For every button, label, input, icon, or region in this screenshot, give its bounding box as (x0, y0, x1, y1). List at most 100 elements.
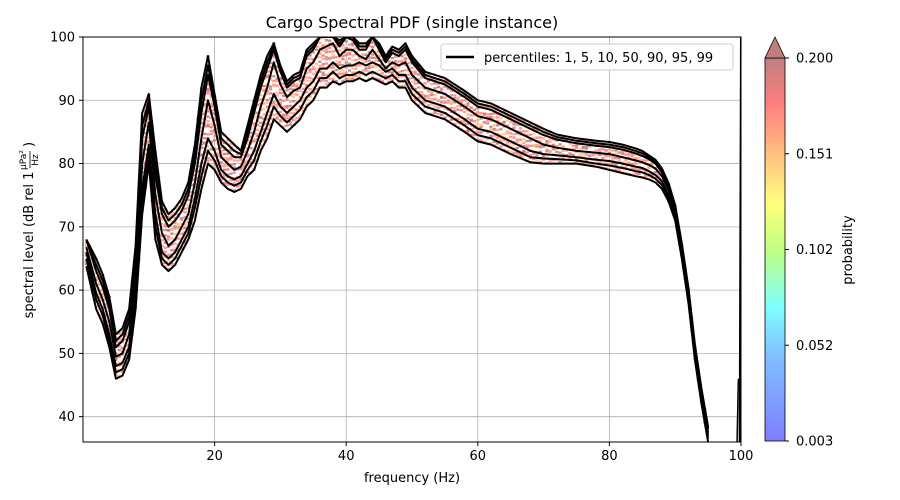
pdf-cell (232, 166, 236, 169)
pdf-cell (206, 89, 210, 93)
pdf-cell (272, 79, 276, 83)
pdf-cell (338, 49, 342, 52)
pdf-cell (443, 107, 447, 110)
pdf-cell (361, 70, 365, 73)
pdf-cell (328, 50, 332, 54)
pdf-cell (268, 123, 273, 126)
pdf-cell (117, 338, 121, 341)
pdf-cell (397, 60, 401, 63)
pdf-cell (476, 113, 480, 116)
pdf-cell (643, 174, 648, 178)
pdf-cell (272, 53, 276, 57)
pdf-cell (574, 144, 579, 147)
pdf-cell (384, 65, 388, 68)
pdf-cell (180, 216, 184, 220)
pdf-cell (558, 160, 562, 164)
pdf-cell (282, 113, 286, 117)
pdf-cell (472, 120, 477, 123)
pdf-cell (367, 66, 371, 69)
pdf-cell (571, 144, 575, 148)
pdf-cell (347, 51, 352, 55)
pdf-cell (440, 113, 444, 117)
pdf-cell (199, 183, 204, 186)
pdf-cell (206, 125, 210, 128)
pdf-cell (495, 106, 500, 109)
pdf-cell (630, 162, 635, 166)
pdf-cell (291, 88, 296, 91)
pdf-cell (268, 85, 273, 88)
pdf-cell (518, 130, 523, 134)
y-tick-label: 80 (58, 157, 75, 172)
pdf-cell (440, 101, 444, 104)
pdf-cell (213, 112, 217, 115)
pdf-cell (318, 80, 322, 83)
pdf-cell (180, 227, 184, 231)
pdf-cell (607, 148, 611, 151)
chart-title: Cargo Spectral PDF (single instance) (266, 13, 558, 32)
pdf-cell (518, 152, 523, 156)
pdf-cell (459, 120, 463, 123)
pdf-cell (186, 234, 190, 237)
pdf-cell (584, 145, 588, 149)
pdf-cell (512, 114, 516, 118)
pdf-cell (436, 99, 440, 102)
pdf-cell (479, 117, 483, 120)
pdf-cell (321, 62, 325, 66)
pdf-cell (377, 54, 381, 57)
pdf-cell (344, 40, 348, 43)
pdf-cell (440, 95, 444, 99)
pdf-cell (361, 58, 365, 62)
pdf-cell (538, 160, 542, 164)
colorbar-gradient (764, 57, 786, 442)
pdf-cell (186, 217, 190, 220)
pdf-cell (120, 353, 125, 356)
pdf-cell (295, 108, 299, 111)
pdf-cell (571, 153, 575, 157)
pdf-cell (522, 138, 526, 141)
pdf-cell (509, 132, 513, 135)
pdf-cell (117, 374, 121, 378)
pdf-cell (440, 87, 444, 90)
pdf-cell (163, 246, 167, 250)
pdf-cell (634, 164, 638, 167)
pdf-cell (199, 130, 204, 133)
pdf-cell (285, 89, 289, 92)
pdf-cell (347, 77, 352, 80)
pdf-cell (193, 168, 197, 171)
pdf-cell (262, 102, 266, 105)
pdf-cell (627, 161, 631, 164)
pdf-cell (568, 142, 572, 145)
pdf-cell (166, 228, 171, 232)
pdf-cell (331, 72, 335, 75)
pdf-cell (173, 221, 177, 225)
pdf-cell (410, 76, 414, 80)
pdf-cell (578, 148, 582, 151)
pdf-cell (558, 143, 562, 146)
pdf-cell (321, 57, 325, 60)
pdf-cell (282, 105, 286, 108)
y-tick-label: 90 (58, 94, 75, 109)
pdf-cell (542, 137, 546, 140)
pdf-cell (446, 101, 450, 104)
pdf-cell (275, 112, 279, 116)
pdf-cell (272, 55, 276, 59)
pdf-cell (209, 105, 213, 108)
pdf-cell (213, 163, 217, 167)
pdf-cell (166, 254, 171, 258)
pdf-cell (416, 103, 421, 106)
pdf-cell (393, 64, 398, 68)
pdf-cell (318, 70, 322, 73)
pdf-cell (216, 130, 220, 134)
pdf-cell (486, 122, 490, 125)
pdf-cell (288, 123, 292, 126)
pdf-cell (321, 65, 325, 68)
pdf-cell (173, 216, 177, 220)
pdf-cell (288, 87, 292, 91)
pdf-cell (288, 112, 292, 115)
pdf-cell (328, 39, 332, 43)
pdf-cell (410, 80, 414, 84)
pdf-cell (479, 112, 483, 115)
pdf-cell (219, 161, 223, 164)
pdf-cell (163, 241, 167, 245)
